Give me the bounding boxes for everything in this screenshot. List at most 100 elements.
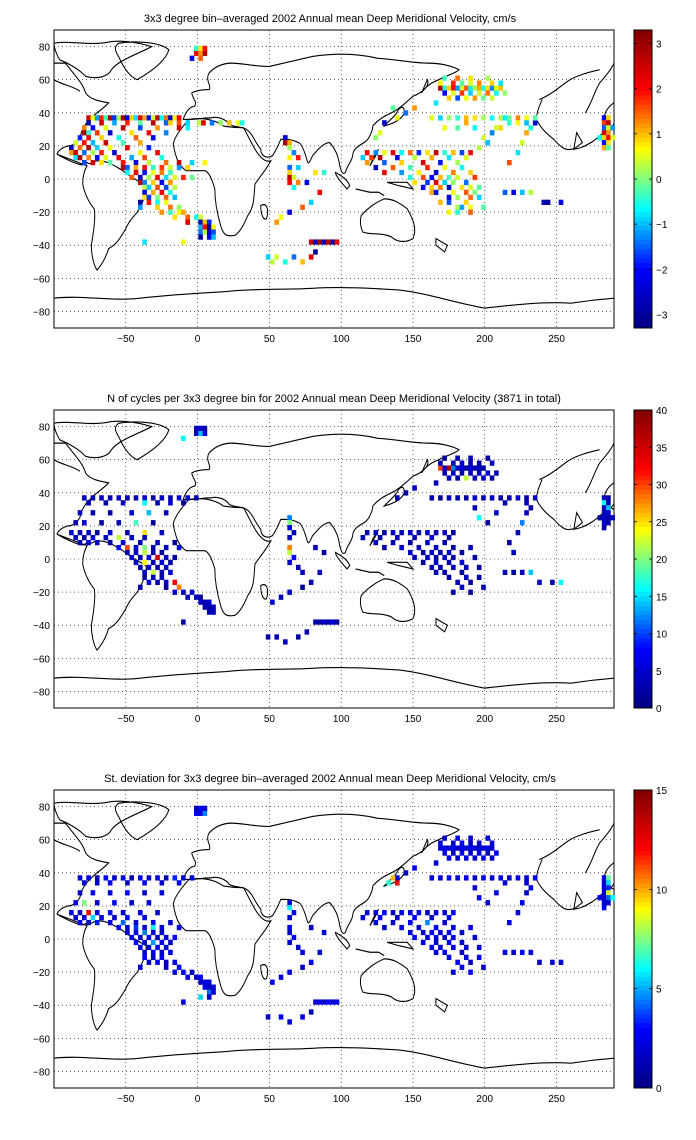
data-cell (291, 254, 297, 260)
data-cell (463, 120, 469, 126)
data-cell (606, 115, 611, 121)
data-cell (425, 934, 430, 941)
data-cell (433, 569, 439, 576)
data-cell (146, 554, 152, 561)
data-cell (99, 520, 104, 526)
data-cell (287, 900, 292, 906)
data-cell (198, 219, 203, 225)
data-cell (468, 544, 473, 551)
data-cell (129, 900, 134, 906)
data-cell (472, 125, 478, 131)
data-cell (287, 969, 292, 975)
data-cell (172, 554, 178, 561)
data-cell (168, 179, 173, 186)
colorbar-segment (634, 493, 652, 499)
data-cell (390, 105, 396, 111)
data-cell (502, 500, 508, 506)
data-cell (429, 929, 435, 936)
data-cell (194, 810, 199, 816)
data-cell (138, 140, 143, 146)
data-cell (507, 495, 512, 501)
data-cell (321, 619, 327, 625)
data-cell (287, 179, 292, 186)
data-cell (159, 169, 165, 176)
data-cell (601, 145, 607, 151)
x-tick-label: 200 (476, 714, 493, 725)
data-cell (416, 150, 422, 156)
data-cell (116, 115, 122, 121)
data-cell (142, 179, 147, 186)
data-cell (82, 534, 87, 541)
data-cell (146, 199, 152, 205)
data-cell (69, 145, 74, 151)
data-cell (438, 875, 443, 881)
colorbar-segment (634, 934, 652, 940)
x-tick-label: 50 (264, 334, 276, 345)
data-cell (142, 164, 147, 171)
data-cell (194, 805, 199, 811)
data-cell (125, 120, 130, 126)
data-cell (125, 145, 130, 151)
data-cell (412, 534, 417, 541)
data-cell (155, 959, 160, 965)
data-cell (455, 475, 460, 481)
data-cell (451, 80, 456, 86)
y-tick-label: 40 (39, 869, 51, 880)
data-cell (295, 154, 301, 161)
data-cell (515, 530, 521, 536)
data-cell (481, 115, 486, 121)
data-cell (172, 174, 178, 181)
data-cell (558, 579, 564, 585)
data-cell (489, 85, 495, 91)
data-cell (295, 944, 301, 951)
data-cell (287, 559, 292, 566)
data-cell (103, 115, 109, 121)
grid-lines (54, 410, 614, 708)
colorbar-segment (634, 290, 652, 296)
data-cell (138, 179, 143, 186)
data-cell (159, 549, 165, 556)
data-cell (429, 154, 435, 161)
data-cell (172, 579, 178, 585)
data-cell (442, 150, 448, 156)
data-cell (433, 554, 439, 561)
data-cell (291, 184, 297, 191)
data-cell (82, 130, 87, 136)
data-cell (125, 549, 130, 556)
data-cell (459, 465, 465, 471)
data-cell (107, 910, 113, 916)
data-cell (120, 159, 126, 166)
data-cell (90, 140, 96, 146)
data-cell (295, 564, 301, 571)
colorbar-segment (634, 906, 652, 912)
data-cell (138, 539, 143, 546)
data-cell (300, 259, 305, 265)
data-cell (485, 75, 491, 81)
data-cell (287, 515, 292, 521)
data-cell (528, 505, 534, 511)
data-cell (211, 224, 216, 230)
data-cell (103, 140, 109, 146)
data-cell (206, 229, 212, 235)
data-cell (82, 125, 87, 131)
data-cell (519, 189, 525, 196)
data-cell (606, 885, 611, 891)
data-cell (373, 164, 379, 171)
data-cell (481, 204, 486, 210)
data-cell (395, 534, 400, 541)
data-cell (463, 875, 469, 881)
data-cell (455, 959, 460, 965)
data-cell (476, 460, 482, 466)
y-tick-label: 40 (39, 489, 51, 500)
data-cell (107, 495, 113, 501)
data-cell (77, 145, 83, 151)
colorbar-segment (634, 1055, 652, 1061)
data-cell (558, 199, 564, 205)
data-cell (601, 505, 607, 511)
data-cell (133, 559, 139, 566)
y-tick-label: −60 (33, 274, 50, 285)
data-cell (364, 910, 370, 916)
data-cell (274, 634, 280, 640)
colorbar-segment (634, 596, 652, 602)
data-cells (69, 45, 616, 265)
